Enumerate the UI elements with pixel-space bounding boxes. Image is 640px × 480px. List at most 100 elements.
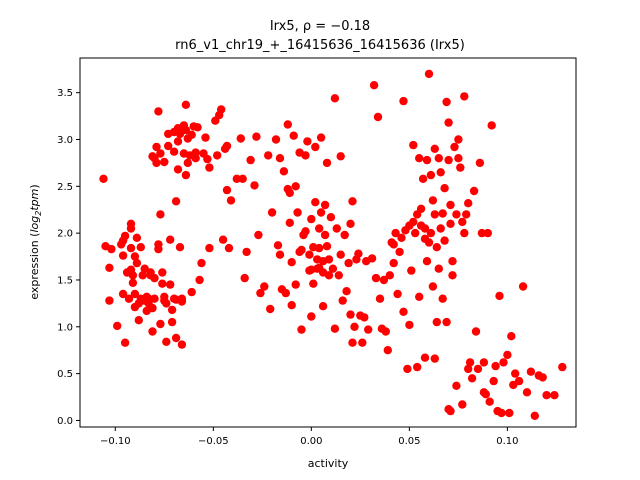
data-point (128, 278, 138, 287)
data-point (424, 238, 434, 247)
data-point (430, 354, 439, 363)
data-point (348, 197, 357, 206)
data-point (328, 264, 338, 273)
data-point (495, 291, 504, 301)
data-point (283, 120, 292, 129)
data-point (217, 105, 226, 114)
data-point (487, 121, 496, 130)
data-point (330, 94, 340, 103)
data-point (118, 251, 128, 260)
data-point (405, 320, 414, 330)
y-axis-label-prefix: expression ( (28, 233, 41, 300)
chart-title-gene: Irx5 (270, 19, 295, 34)
data-point (242, 247, 251, 257)
data-point (485, 397, 494, 406)
data-point (252, 132, 261, 141)
data-point (162, 337, 171, 346)
data-points (99, 69, 567, 420)
y-axis-label-sub: 2 (34, 211, 43, 216)
data-point (422, 257, 432, 266)
data-point (305, 250, 314, 259)
data-point (434, 154, 443, 163)
data-point (473, 364, 483, 374)
chart-title: Irx5, ρ = −0.18 (270, 19, 370, 34)
y-axis-label-var: log (28, 216, 41, 233)
data-point (399, 96, 408, 106)
data-point (224, 243, 234, 253)
data-point (205, 243, 214, 253)
data-point (344, 258, 353, 268)
data-point (452, 381, 461, 390)
data-point (166, 235, 175, 244)
data-point (558, 362, 567, 372)
data-point (479, 358, 489, 367)
data-point (309, 279, 318, 288)
data-point (330, 324, 340, 333)
data-point (287, 258, 296, 267)
data-point (130, 252, 140, 261)
data-point (452, 210, 461, 219)
data-point (158, 279, 167, 288)
data-point (126, 243, 136, 253)
data-point (389, 240, 398, 249)
data-point (497, 408, 506, 418)
data-point (267, 208, 277, 217)
x-tick-label: 0.10 (496, 436, 518, 447)
data-point (440, 236, 449, 245)
data-point (511, 369, 520, 378)
data-point (336, 250, 345, 259)
y-tick-label: 1.0 (57, 322, 73, 333)
x-axis-ticks: −0.10 −0.05 0.00 0.05 0.10 (100, 427, 519, 447)
data-point (275, 250, 285, 259)
data-point (148, 327, 157, 336)
data-point (438, 209, 447, 218)
data-point (273, 241, 283, 250)
data-point (446, 406, 455, 416)
data-point (311, 198, 320, 207)
data-point (505, 408, 514, 418)
data-point (173, 165, 183, 174)
data-point (409, 217, 418, 227)
data-point (430, 144, 439, 153)
data-point (171, 197, 181, 206)
data-point (428, 196, 438, 205)
data-point (458, 217, 467, 227)
data-point (438, 294, 447, 303)
data-point (158, 268, 167, 277)
data-point (428, 282, 438, 291)
data-point (175, 243, 185, 252)
data-point (222, 185, 232, 195)
data-point (148, 303, 157, 313)
data-point (550, 391, 559, 400)
data-point (522, 388, 532, 397)
data-point (373, 112, 383, 122)
data-point (164, 141, 173, 151)
data-point (448, 271, 457, 280)
data-point (477, 228, 487, 238)
data-point (181, 100, 191, 110)
data-point (475, 158, 485, 168)
data-point (181, 125, 191, 135)
data-point (418, 174, 428, 183)
data-point (156, 149, 165, 158)
data-point (187, 130, 196, 139)
data-point (134, 316, 143, 325)
y-tick-label: 0.0 (57, 416, 73, 427)
data-point (307, 214, 316, 224)
data-point (530, 411, 539, 420)
data-point (318, 302, 328, 311)
data-point (187, 287, 196, 297)
data-point (369, 81, 379, 90)
data-point (456, 163, 465, 172)
data-point (162, 299, 171, 308)
data-point (169, 147, 179, 156)
data-point (177, 297, 187, 306)
data-point (167, 317, 177, 327)
data-point (342, 287, 351, 296)
data-point (293, 208, 302, 217)
data-point (287, 301, 296, 310)
data-point (364, 325, 373, 334)
data-point (469, 186, 479, 196)
x-tick-label: 0.00 (300, 436, 322, 447)
data-point (346, 219, 355, 228)
